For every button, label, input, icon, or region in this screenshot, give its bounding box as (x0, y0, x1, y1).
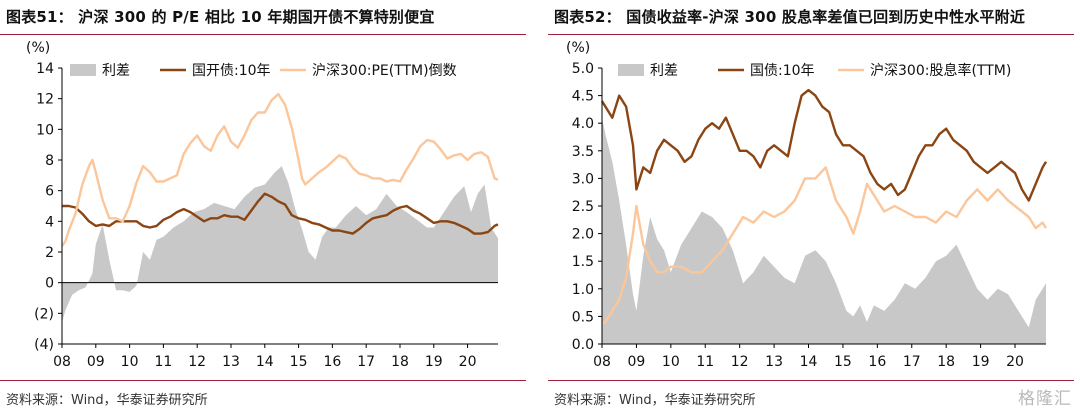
x-tick-label: 12 (188, 354, 206, 370)
y-tick-label: 1.5 (572, 254, 594, 270)
x-tick-label: 18 (391, 354, 409, 370)
figure-title: 图表51： 沪深 300 的 P/E 相比 10 年期国开债不算特别便宜 (6, 8, 435, 26)
y-tick-label: 3.5 (572, 144, 594, 160)
y-tick-label: 3.0 (572, 171, 594, 187)
source-note: 资料来源：Wind，华泰证券研究所 (554, 393, 756, 408)
x-tick-label: 13 (765, 354, 783, 370)
y-tick-label: 0.0 (572, 337, 594, 353)
y-tick-label: 12 (36, 92, 54, 108)
x-tick-label: 08 (593, 354, 611, 370)
x-tick-label: 12 (731, 354, 749, 370)
y-tick-label: 4 (45, 214, 54, 230)
y-tick-label: (4) (34, 337, 54, 353)
source-note: 资料来源：Wind，华泰证券研究所 (6, 393, 208, 408)
y-tick-label: 0 (45, 276, 54, 292)
source-rule (0, 380, 526, 381)
y-tick-label: 2 (45, 245, 54, 261)
x-tick-label: 14 (256, 354, 274, 370)
series-area-spread (62, 166, 498, 323)
x-tick-label: 17 (903, 354, 921, 370)
chart-yield-vs-dividend: (%) 0.0 0.5 1.0 1.5 2.0 2.5 3.0 3.5 4.0 4.5 5.0 08 09… (566, 40, 1048, 370)
x-tick-label: 13 (222, 354, 240, 370)
y-tick-label: 0.5 (572, 309, 594, 325)
legend-label: 利差 (650, 63, 678, 79)
y-tick-label: 2.5 (572, 199, 594, 215)
series-line-1 (600, 88, 1048, 202)
series-area-spread (602, 117, 1046, 344)
legend-label: 国开债:10年 (192, 63, 271, 79)
x-tick-label: 17 (357, 354, 375, 370)
y-tick-label: 8 (45, 153, 54, 169)
x-tick-label: 15 (290, 354, 308, 370)
x-tick-label: 10 (662, 354, 680, 370)
y-tick-label: 4.5 (572, 89, 594, 105)
x-tick-label: 14 (800, 354, 818, 370)
x-tick-label: 08 (53, 354, 71, 370)
title-rule (0, 34, 526, 35)
series-line-2 (601, 166, 1048, 326)
y-tick-label: 2.0 (572, 227, 594, 243)
figure-52: 图表52： 国债收益率-沪深 300 股息率差值已回到历史中性水平附近 (%) 0… (548, 0, 1080, 415)
x-tick-label: 11 (154, 354, 172, 370)
x-tick-label: 18 (937, 354, 955, 370)
series-line-2 (61, 92, 499, 247)
x-tick-label: 10 (121, 354, 139, 370)
legend-label: 利差 (102, 63, 130, 79)
series-line-1 (62, 192, 499, 235)
x-tick-label: 20 (1006, 354, 1024, 370)
y-tick-label: 6 (45, 184, 54, 200)
y-tick-label: 5.0 (572, 61, 594, 77)
legend-label: 沪深300:股息率(TTM) (870, 62, 1011, 79)
legend-swatch-area (70, 64, 96, 76)
figure-title: 图表52： 国债收益率-沪深 300 股息率差值已回到历史中性水平附近 (554, 8, 1026, 26)
y-tick-label: 4.0 (572, 116, 594, 132)
title-rule (548, 34, 1074, 35)
x-tick-label: 19 (425, 354, 443, 370)
x-tick-label: 16 (868, 354, 886, 370)
watermark-logo: 格隆汇 (1018, 389, 1072, 409)
y-tick-label: 10 (36, 122, 54, 138)
x-tick-label: 19 (972, 354, 990, 370)
legend-swatch-area (618, 64, 644, 76)
y-unit-label: (%) (26, 40, 50, 56)
figure-51: 图表51： 沪深 300 的 P/E 相比 10 年期国开债不算特别便宜 (%)… (0, 0, 532, 415)
chart-pe-vs-bond: (%) (4) (2) 0 2 4 6 8 10 12 14 08 09 10 11 12 13 14 15 16 17… (26, 40, 499, 370)
x-tick-label: 16 (323, 354, 341, 370)
x-tick-label: 11 (696, 354, 714, 370)
y-tick-label: 14 (36, 61, 54, 77)
y-unit-label: (%) (566, 40, 590, 56)
legend-label: 沪深300:PE(TTM)倒数 (312, 63, 457, 79)
source-rule (548, 380, 1074, 381)
y-tick-label: (2) (34, 306, 54, 322)
y-tick-label: 1.0 (572, 282, 594, 298)
x-tick-label: 09 (87, 354, 105, 370)
x-tick-label: 15 (834, 354, 852, 370)
x-tick-label: 09 (628, 354, 646, 370)
legend-label: 国债:10年 (750, 63, 815, 79)
x-tick-label: 20 (459, 354, 477, 370)
